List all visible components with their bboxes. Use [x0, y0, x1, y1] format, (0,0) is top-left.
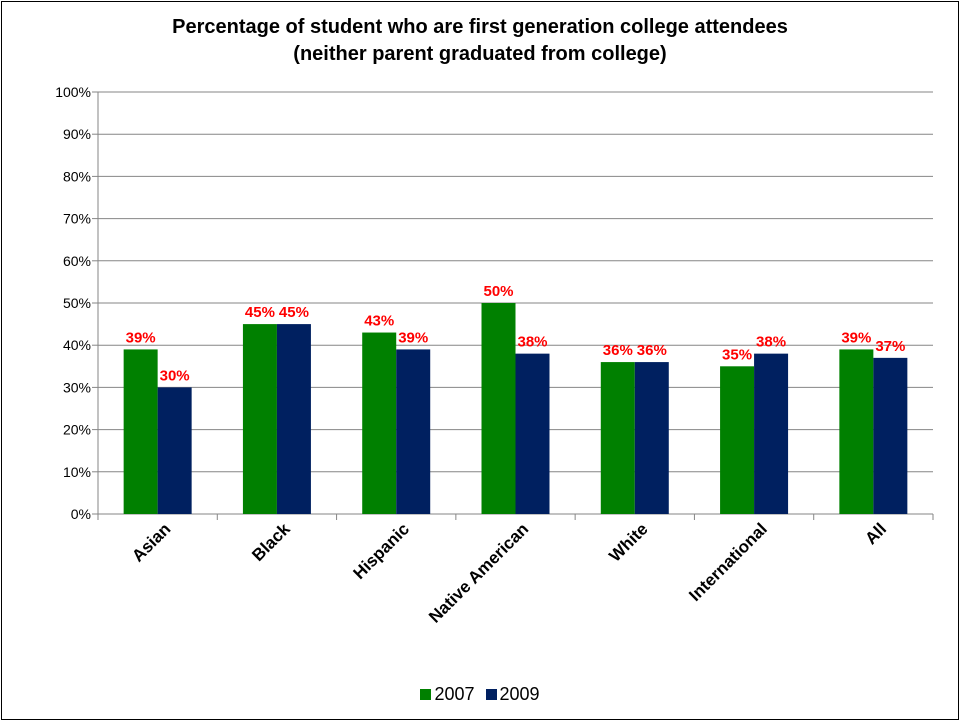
x-category-label: White — [605, 519, 651, 565]
data-label: 45% — [279, 304, 309, 321]
bar-2009-native-american — [515, 353, 550, 514]
bar-2007-black — [242, 324, 277, 514]
bar-2007-white — [600, 362, 635, 514]
x-category-label: Asian — [128, 519, 174, 565]
y-tick-label: 60% — [63, 253, 91, 269]
bar-2009-international — [754, 353, 789, 514]
data-label: 43% — [364, 313, 394, 330]
bar-2007-hispanic — [362, 332, 397, 514]
data-label: 39% — [841, 329, 871, 346]
chart-title-line-2: (neither parent graduated from college) — [293, 43, 667, 65]
data-label: 39% — [126, 329, 156, 346]
data-label: 35% — [722, 346, 752, 363]
legend-label-2007: 2007 — [434, 684, 475, 704]
y-tick-label: 10% — [63, 464, 91, 480]
bar-2009-asian — [157, 387, 192, 514]
bar-2007-asian — [123, 349, 158, 514]
legend-item-2009: 2009 — [485, 684, 540, 705]
data-label: 38% — [756, 334, 786, 351]
y-tick-label: 20% — [63, 422, 91, 438]
y-tick-label: 90% — [63, 126, 91, 142]
data-label: 37% — [875, 338, 905, 355]
data-label: 50% — [483, 283, 513, 300]
chart-title: Percentage of student who are first gene… — [0, 14, 960, 68]
y-tick-label: 40% — [63, 337, 91, 353]
bar-2009-hispanic — [396, 349, 431, 514]
bar-2007-international — [720, 366, 755, 514]
data-label: 30% — [160, 367, 190, 384]
bar-2007-all — [839, 349, 874, 514]
x-category-label: Black — [248, 519, 294, 565]
legend-label-2009: 2009 — [499, 684, 540, 704]
y-tick-label: 70% — [63, 211, 91, 227]
y-tick-label: 0% — [71, 506, 91, 522]
bar-2009-all — [873, 357, 908, 514]
data-label: 36% — [637, 342, 667, 359]
legend-swatch-2009 — [485, 689, 497, 700]
data-label: 39% — [398, 329, 428, 346]
legend: 2007 2009 — [0, 684, 960, 705]
legend-swatch-2007 — [420, 689, 432, 700]
chart-title-line-1: Percentage of student who are first gene… — [172, 16, 788, 38]
bar-2009-white — [634, 362, 669, 514]
x-category-label: Native American — [425, 519, 532, 626]
y-tick-label: 30% — [63, 379, 91, 395]
bar-2007-native-american — [481, 303, 516, 514]
y-tick-label: 50% — [63, 295, 91, 311]
y-tick-label: 100% — [55, 84, 91, 100]
data-label: 36% — [603, 342, 633, 359]
x-category-label: International — [685, 519, 771, 605]
bar-2009-black — [276, 324, 311, 514]
x-category-label: Hispanic — [350, 519, 414, 583]
x-category-label: All — [861, 519, 890, 548]
data-label: 45% — [245, 304, 275, 321]
legend-item-2007: 2007 — [420, 684, 474, 705]
data-label: 38% — [517, 334, 547, 351]
y-tick-label: 80% — [63, 168, 91, 184]
